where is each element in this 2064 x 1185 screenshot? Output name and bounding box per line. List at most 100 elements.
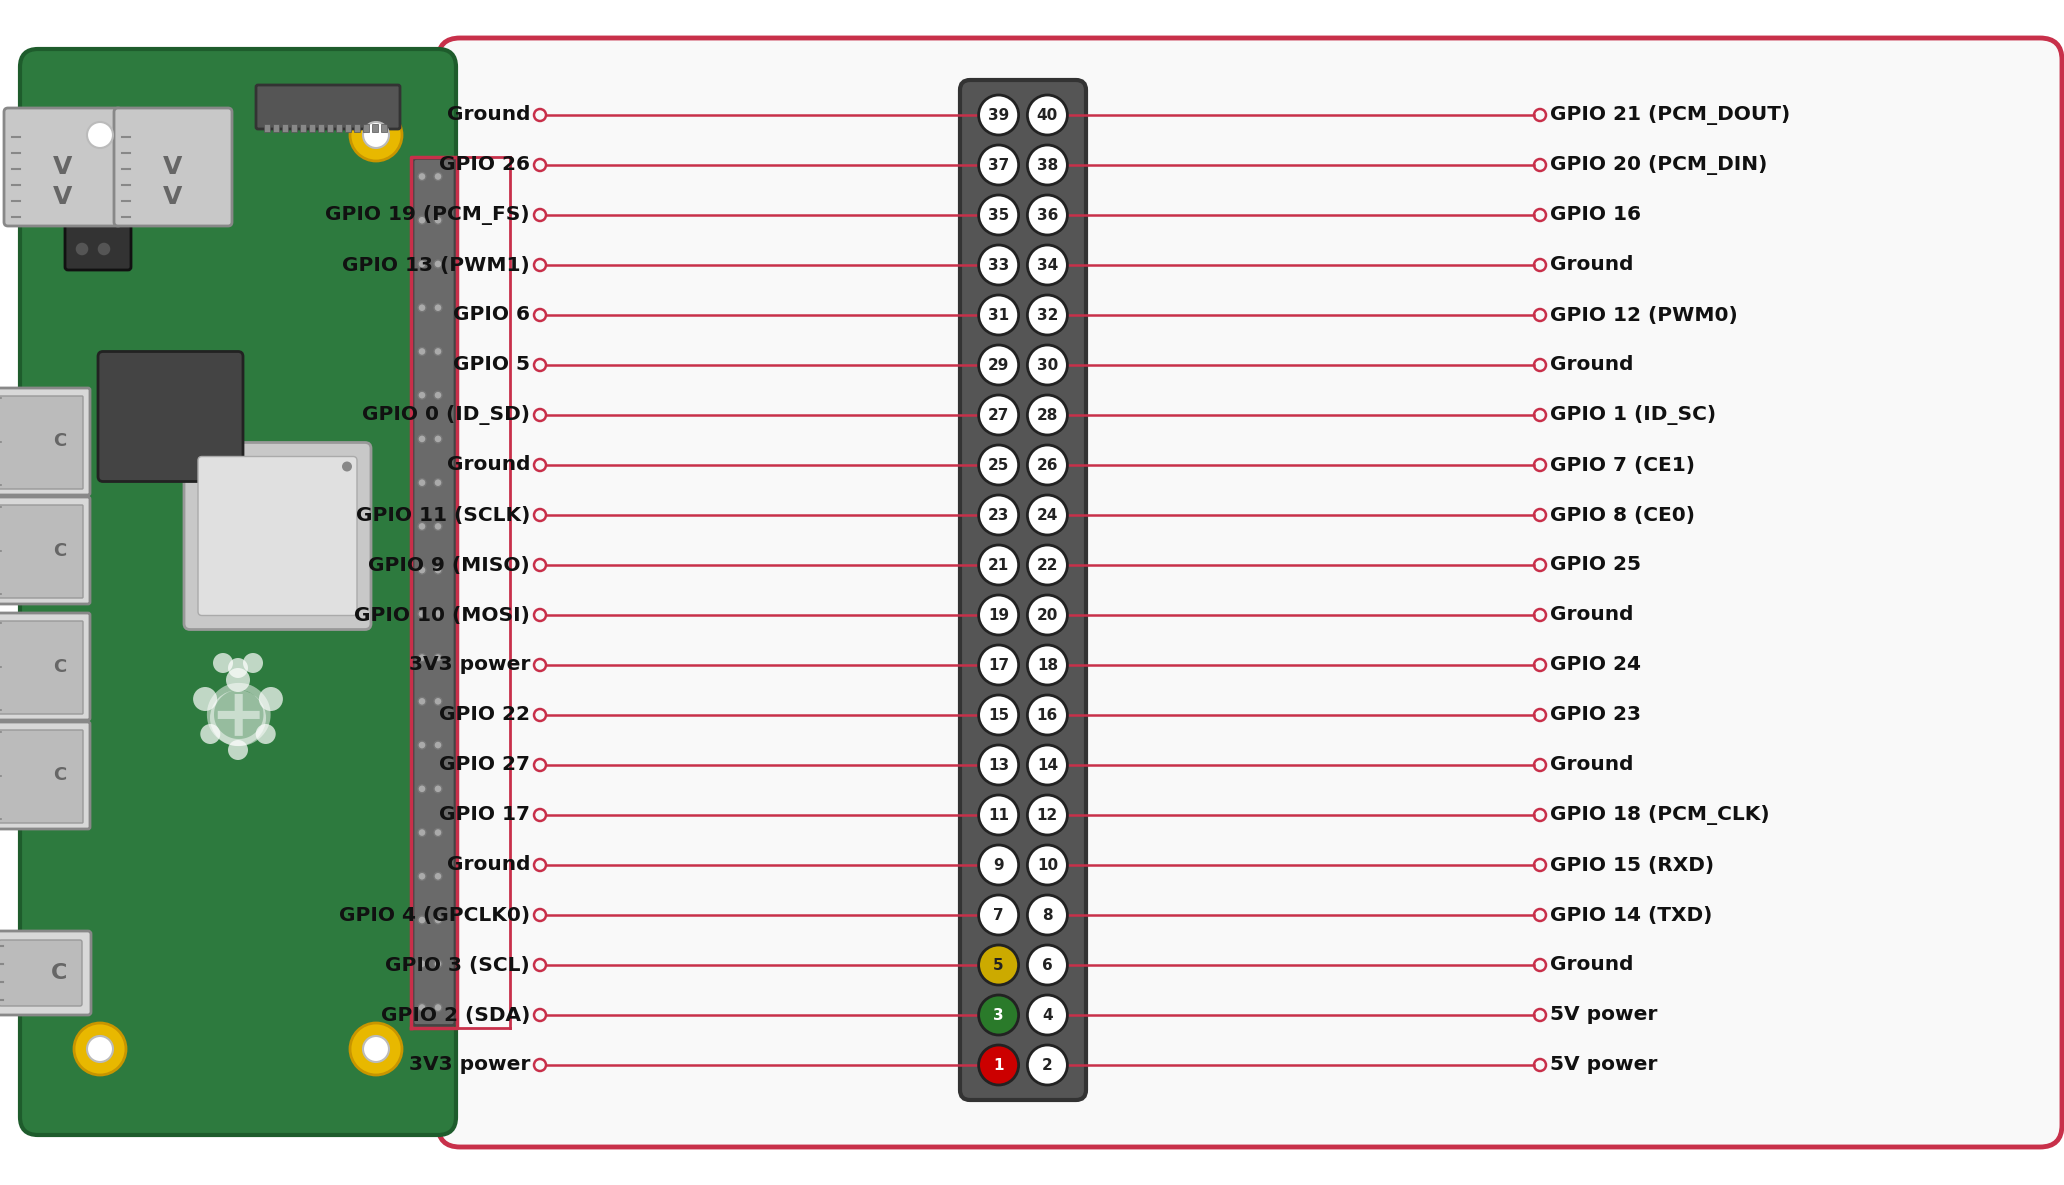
Text: 33: 33 [989,257,1009,273]
Text: 40: 40 [1036,108,1059,122]
Circle shape [419,435,425,443]
Bar [363,124,369,132]
Text: C: C [54,433,66,450]
Circle shape [433,173,442,180]
Circle shape [74,109,126,161]
Text: 26: 26 [1036,457,1059,473]
Text: C: C [54,767,66,784]
Bar [336,124,343,132]
Text: GPIO 9 (MISO): GPIO 9 (MISO) [367,556,530,575]
FancyBboxPatch shape [0,730,83,824]
Text: 14: 14 [1036,757,1059,773]
FancyBboxPatch shape [256,85,400,129]
Text: 31: 31 [989,307,1009,322]
Circle shape [419,654,425,661]
FancyBboxPatch shape [0,940,83,1006]
Circle shape [978,145,1020,185]
Text: 20: 20 [1036,608,1059,622]
Circle shape [351,109,402,161]
Text: 3V3 power: 3V3 power [409,1056,530,1075]
Circle shape [1028,944,1067,985]
Circle shape [227,658,248,678]
Circle shape [433,435,442,443]
FancyBboxPatch shape [4,108,122,226]
Text: Ground: Ground [1550,955,1633,974]
Text: 36: 36 [1036,207,1059,223]
Circle shape [433,260,442,268]
Circle shape [1028,694,1067,735]
Circle shape [227,739,248,760]
Circle shape [419,828,425,837]
FancyBboxPatch shape [64,214,130,270]
Text: 18: 18 [1036,658,1059,673]
Circle shape [1028,196,1067,235]
Text: ⊕: ⊕ [198,672,279,764]
Circle shape [978,694,1020,735]
Bar [372,124,378,132]
Circle shape [978,895,1020,935]
Circle shape [74,1023,126,1075]
Circle shape [97,242,111,256]
Text: 5V power: 5V power [1550,1006,1657,1025]
Circle shape [433,741,442,749]
Circle shape [419,610,425,617]
Text: V: V [163,155,184,179]
Text: V: V [163,185,184,209]
Text: 7: 7 [993,908,1003,922]
Circle shape [211,690,266,747]
Bar [345,124,351,132]
Bar [382,124,388,132]
Text: GPIO 10 (MOSI): GPIO 10 (MOSI) [355,606,530,624]
Text: 10: 10 [1036,858,1059,872]
Circle shape [433,303,442,312]
Text: GPIO 2 (SDA): GPIO 2 (SDA) [380,1006,530,1025]
Circle shape [978,446,1020,485]
Circle shape [1028,446,1067,485]
Text: GPIO 27: GPIO 27 [440,756,530,775]
Text: GPIO 6: GPIO 6 [452,306,530,325]
Text: 15: 15 [989,707,1009,723]
Circle shape [978,245,1020,286]
Text: V: V [54,155,72,179]
Text: 3V3 power: 3V3 power [409,655,530,674]
Text: 27: 27 [989,408,1009,423]
Circle shape [433,391,442,399]
Circle shape [1028,1045,1067,1085]
Circle shape [194,687,217,711]
Text: GPIO 19 (PCM_FS): GPIO 19 (PCM_FS) [326,205,530,225]
Text: 12: 12 [1036,807,1059,822]
FancyBboxPatch shape [413,159,454,1025]
Circle shape [433,523,442,531]
Text: GPIO 7 (CE1): GPIO 7 (CE1) [1550,455,1695,474]
Text: 9: 9 [993,858,1003,872]
Text: V: V [54,185,72,209]
Circle shape [433,872,442,880]
Text: C: C [54,542,66,559]
Text: 4: 4 [1042,1007,1053,1023]
Circle shape [1028,745,1067,784]
Text: 39: 39 [989,108,1009,122]
Bar [326,124,332,132]
Bar [355,124,359,132]
Text: 13: 13 [989,757,1009,773]
Circle shape [433,654,442,661]
Text: GPIO 25: GPIO 25 [1550,556,1641,575]
Circle shape [87,1036,114,1062]
Circle shape [419,741,425,749]
FancyBboxPatch shape [198,456,357,615]
Circle shape [978,795,1020,835]
FancyBboxPatch shape [97,352,244,481]
Text: 38: 38 [1036,158,1059,173]
Circle shape [419,916,425,924]
Text: 29: 29 [989,358,1009,372]
Text: GPIO 23: GPIO 23 [1550,705,1641,724]
Circle shape [351,1023,402,1075]
Circle shape [1028,645,1067,685]
Text: 30: 30 [1036,358,1059,372]
Circle shape [419,697,425,705]
FancyBboxPatch shape [0,387,91,495]
Text: GPIO 3 (SCL): GPIO 3 (SCL) [386,955,530,974]
Circle shape [978,395,1020,435]
Text: GPIO 13 (PWM1): GPIO 13 (PWM1) [343,256,530,275]
Text: 5: 5 [993,957,1003,973]
